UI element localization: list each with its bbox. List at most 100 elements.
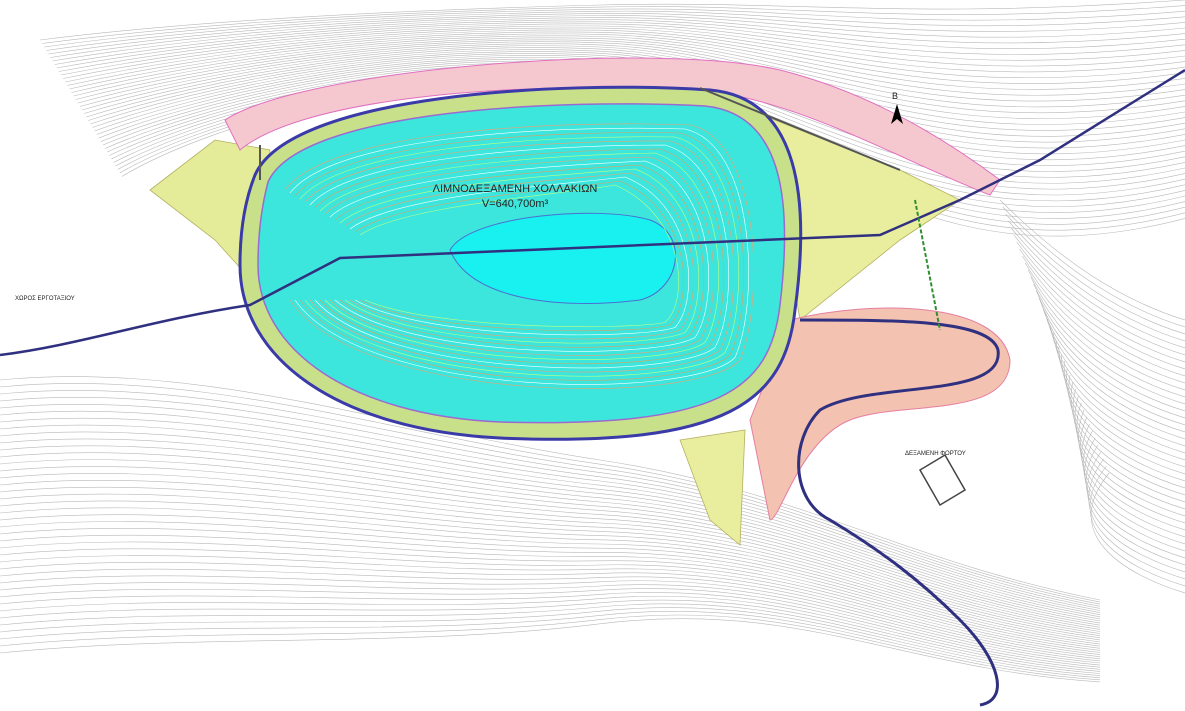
contour-line [71,35,1185,96]
contour-line [1010,227,1185,349]
contour-line [1061,353,1185,475]
contour-line [1081,423,1185,545]
contour-line [1033,283,1185,405]
contour-line [1024,262,1185,384]
contour-line [1058,346,1185,468]
contour-line [0,507,1101,641]
contour-line [0,452,1101,624]
contour-line [1080,416,1185,538]
road-edge [259,87,901,180]
contour-line [0,599,1101,672]
contour-line [81,45,1185,125]
contour-line [0,486,1101,634]
embankment [749,307,1011,521]
contour-line [0,595,1101,670]
contour-line [0,607,1101,676]
contour-line [0,614,1101,681]
contour-line [63,27,1185,79]
contour-line [39,0,1185,41]
contour-line [0,534,1101,649]
contour-line [42,5,1185,44]
contour-line [1083,430,1185,552]
contour-line [88,51,1185,143]
contour-line [67,31,1185,86]
road [0,68,1185,357]
contour-line [344,172,695,340]
contour-line [339,168,700,344]
contour-line [1074,395,1185,517]
contour-line [73,37,1185,102]
contour-line [1076,402,1185,524]
contour-line [1030,276,1185,398]
contour-line [58,23,1185,72]
contour-line [354,180,685,332]
contour-line [0,521,1101,645]
contour-line [1078,409,1185,531]
reservoir-label: ΛΙΜΝΟΔΕΞΑΜΕΝΗ ΧΟΛΛΑΚΙΩΝ [433,183,598,195]
contour-line [0,548,1101,653]
contour-line [1087,451,1185,573]
contour-line [0,410,1101,611]
contour-line [1070,381,1185,503]
contour-line [1038,297,1185,419]
contour-line [1016,241,1185,363]
contour-line [48,13,1185,55]
contour-line [0,424,1101,615]
contour-line [1002,206,1185,328]
volume-label: V=640,700m³ [482,198,549,210]
contour-line [324,156,714,356]
contour-line [309,144,730,369]
contour-line [84,47,1185,131]
basin-contours [284,123,755,389]
contour-line [77,41,1185,114]
contour-line [0,582,1101,664]
contour-line [0,500,1101,639]
contour-line [0,541,1101,651]
station [918,453,967,507]
contour-line [1019,248,1185,370]
pipe [914,199,941,331]
contour-line [0,528,1101,647]
contour-line [0,568,1101,660]
station-label: ΔΕΞΑΜΕΝΗ ΦΟΡΤΟΥ [905,451,966,457]
contour-line [1044,311,1185,433]
north-label: Β [892,91,898,101]
contour-line [0,383,1101,603]
contour-line [0,610,1101,678]
contour-line [314,148,724,365]
contour-line [0,417,1101,613]
contour-line [75,39,1185,108]
contour-line [0,493,1101,636]
contour-line [999,199,1185,321]
contour-line [299,136,740,377]
site-label: ΧΩΡΟΣ ΕΡΓΟΤΑΞΙΟΥ [15,296,75,302]
contour-line [52,17,1185,62]
contour-line [0,403,1101,609]
reservoir-bottom [449,212,676,304]
contour-line [0,390,1101,605]
contour-line [1008,220,1185,342]
contour-line [1088,458,1185,580]
contour-line [0,438,1101,620]
contour-line [46,10,1185,51]
contour-line [294,132,745,381]
contour-line [359,184,680,327]
contour-line [0,575,1101,662]
contour-line [56,21,1185,69]
contour-line [334,164,704,348]
contour-line [1036,290,1185,412]
contour-line [1013,234,1185,356]
contour-line [54,19,1185,65]
contour-line [50,15,1185,58]
contour-line [0,555,1101,655]
contour-line [0,396,1101,607]
contour-line [1064,360,1185,482]
contour-line [86,49,1185,137]
contour-line [1089,465,1185,587]
contour-line [304,140,735,373]
contour-line [1068,374,1185,496]
contour-line [1027,269,1185,391]
contour-line [65,29,1185,83]
contour-line [1022,255,1185,377]
